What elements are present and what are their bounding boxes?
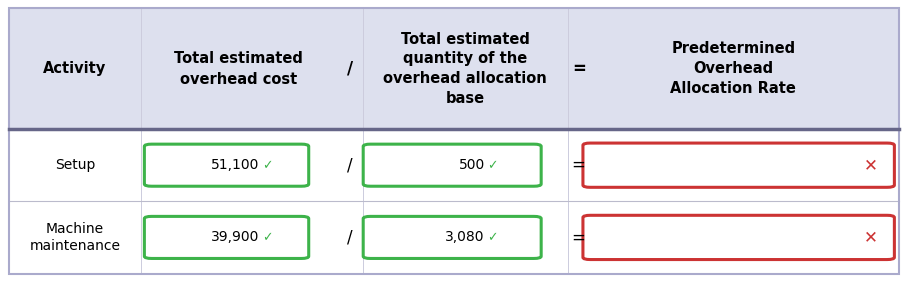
FancyBboxPatch shape (9, 8, 899, 129)
FancyBboxPatch shape (583, 215, 894, 259)
Text: ✓: ✓ (488, 159, 498, 172)
Text: 51,100: 51,100 (212, 158, 260, 172)
FancyBboxPatch shape (144, 144, 309, 186)
FancyBboxPatch shape (144, 216, 309, 259)
Text: 3,080: 3,080 (445, 230, 485, 244)
Text: 39,900: 39,900 (212, 230, 260, 244)
Text: =: = (571, 228, 586, 246)
Text: Total estimated
quantity of the
overhead allocation
base: Total estimated quantity of the overhead… (383, 32, 548, 106)
Text: ✓: ✓ (262, 159, 272, 172)
Text: ✓: ✓ (488, 231, 498, 244)
FancyBboxPatch shape (363, 144, 541, 186)
Text: 500: 500 (459, 158, 485, 172)
Text: =: = (571, 156, 586, 174)
FancyBboxPatch shape (363, 216, 541, 259)
Text: ✕: ✕ (864, 156, 878, 174)
Text: Total estimated
overhead cost: Total estimated overhead cost (174, 51, 302, 87)
Text: Predetermined
Overhead
Allocation Rate: Predetermined Overhead Allocation Rate (670, 41, 796, 96)
Text: Activity: Activity (44, 61, 106, 76)
Text: =: = (572, 60, 586, 78)
Text: ✕: ✕ (864, 228, 878, 246)
Text: /: / (347, 156, 352, 174)
Text: ✓: ✓ (262, 231, 272, 244)
Text: Setup: Setup (54, 158, 95, 172)
FancyBboxPatch shape (583, 143, 894, 187)
Text: /: / (347, 60, 352, 78)
Text: /: / (347, 228, 352, 246)
Text: Machine
maintenance: Machine maintenance (29, 222, 121, 252)
